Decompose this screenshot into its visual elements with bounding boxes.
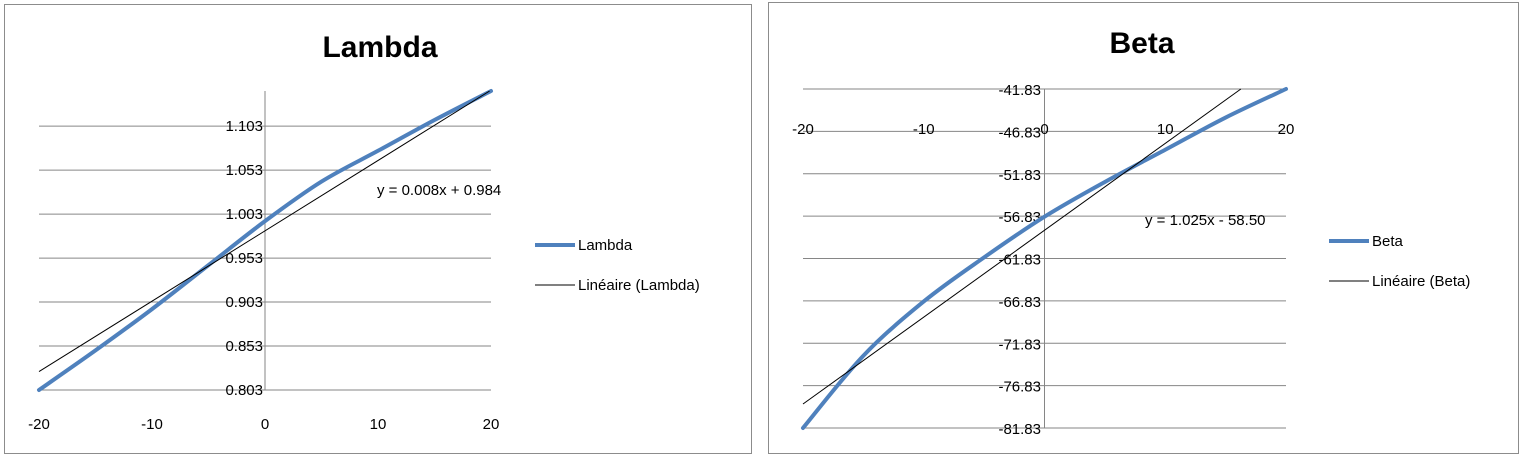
y-tick-label: 0.903 xyxy=(225,294,263,311)
beta-chart: Beta -41.83 -46.83 -51.83 -56.83 -61.83 -66.83… xyxy=(792,27,1470,438)
y-tick-label: -46.83 xyxy=(998,124,1041,141)
y-tick-label: 1.053 xyxy=(225,162,263,179)
y-tick-label: 0.803 xyxy=(225,382,263,399)
trendline-equation: y = 0.008x + 0.984 xyxy=(377,182,501,199)
y-tick-label: -76.83 xyxy=(998,379,1041,396)
trendline xyxy=(38,90,490,372)
lambda-chart-container: Lambda 0.803 0.853 0.903 0.953 1.003 1.053 1.10… xyxy=(4,4,752,454)
x-tick-label: -20 xyxy=(28,416,50,433)
legend-label: Linéaire (Lambda) xyxy=(578,277,700,294)
beta-chart-container: Beta -41.83 -46.83 -51.83 -56.83 -61.83 -66.83… xyxy=(768,2,1519,454)
x-tick-label: 0 xyxy=(1040,121,1048,138)
y-tick-label: 1.103 xyxy=(225,118,263,135)
y-tick-label: -71.83 xyxy=(998,336,1041,353)
trendline-equation: y = 1.025x - 58.50 xyxy=(1145,212,1266,229)
series-line-beta xyxy=(801,87,1288,430)
legend-label: Lambda xyxy=(578,237,633,254)
trendline xyxy=(802,88,1242,405)
legend-label: Linéaire (Beta) xyxy=(1372,273,1470,290)
y-tick-label: -41.83 xyxy=(998,82,1041,99)
y-tick-label: 0.953 xyxy=(225,250,263,267)
x-tick-label: -10 xyxy=(913,121,935,138)
chart-title: Beta xyxy=(1109,27,1174,60)
x-tick-label: 20 xyxy=(483,416,500,433)
x-tick-label: 10 xyxy=(1157,121,1174,138)
series-line-lambda xyxy=(37,89,493,392)
x-tick-label: -10 xyxy=(141,416,163,433)
lambda-chart: Lambda 0.803 0.853 0.903 0.953 1.003 1.053 1.10… xyxy=(28,31,700,433)
legend-label: Beta xyxy=(1372,233,1404,250)
chart-title: Lambda xyxy=(322,31,437,64)
y-tick-label: 1.003 xyxy=(225,206,263,223)
y-tick-label: -81.83 xyxy=(998,421,1041,438)
y-tick-label: -61.83 xyxy=(998,252,1041,269)
y-tick-label: -66.83 xyxy=(998,294,1041,311)
x-tick-label: 0 xyxy=(261,416,269,433)
y-tick-label: -51.83 xyxy=(998,167,1041,184)
x-tick-label: -20 xyxy=(792,121,814,138)
x-tick-label: 10 xyxy=(370,416,387,433)
y-tick-label: -56.83 xyxy=(998,209,1041,226)
x-tick-label: 20 xyxy=(1278,121,1295,138)
y-tick-label: 0.853 xyxy=(225,338,263,355)
